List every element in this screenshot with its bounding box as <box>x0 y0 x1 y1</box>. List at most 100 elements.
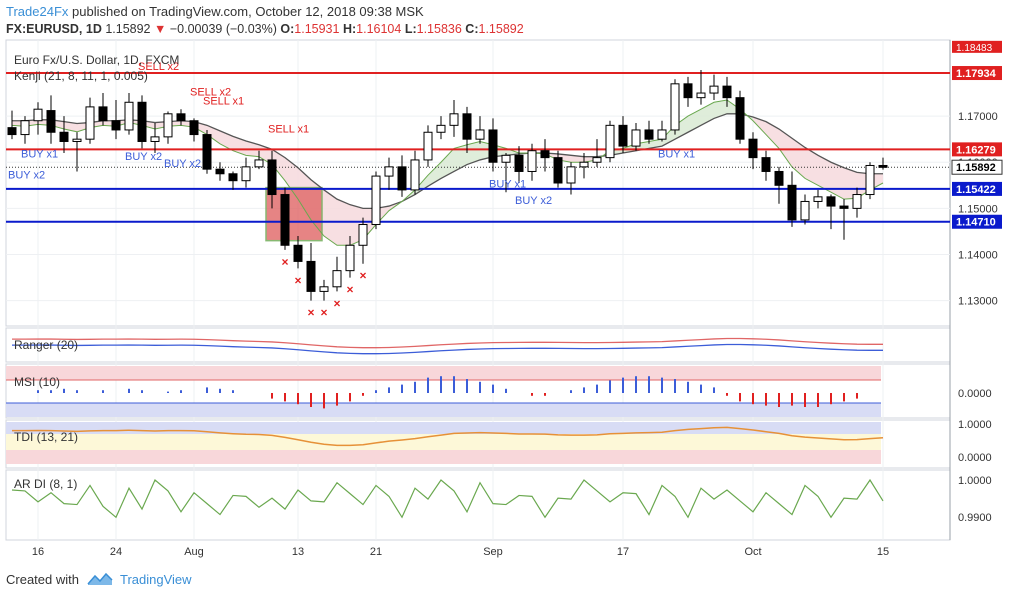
last-price-label: 1.15892 <box>956 162 996 174</box>
candle-body <box>345 244 355 272</box>
cloud-segment <box>662 125 675 147</box>
cloud-segment <box>454 144 467 172</box>
candle-body <box>878 164 888 168</box>
low-value: 1.15836 <box>416 22 462 36</box>
cloud-segment <box>467 141 480 165</box>
x-marker: × <box>281 255 288 269</box>
candle-body <box>722 85 732 99</box>
candle-body <box>774 170 784 186</box>
candle-body <box>384 166 394 177</box>
candle-body <box>605 124 615 159</box>
cloud-segment <box>272 149 285 181</box>
cloud-segment <box>220 130 233 151</box>
x-tick-label: Oct <box>744 546 761 558</box>
last-price: 1.15892 <box>105 22 151 36</box>
candle-body <box>514 154 524 172</box>
signal-label: BUY x1 <box>658 149 695 161</box>
candle-body <box>813 196 823 202</box>
candle-body <box>254 159 264 168</box>
open-value: 1.15931 <box>294 22 340 36</box>
cloud-segment <box>233 136 246 156</box>
high-value: 1.16104 <box>356 22 402 36</box>
publish-line: Trade24Fx published on TradingView.com, … <box>6 4 424 19</box>
candle-body <box>280 194 290 246</box>
level-label: 1.14710 <box>956 217 996 229</box>
candle-body <box>709 85 719 94</box>
candle-body <box>59 131 69 142</box>
publish-info: published on TradingView.com, October 12… <box>72 4 424 19</box>
candle-body <box>306 260 316 292</box>
cloud-segment <box>844 167 857 200</box>
panel-frame <box>5 469 951 541</box>
x-marker: × <box>359 269 366 283</box>
level-label: 1.16279 <box>956 144 996 156</box>
candle-body <box>137 101 147 142</box>
cloud-segment <box>441 148 454 179</box>
candle-body <box>735 97 745 140</box>
candle-body <box>202 134 212 170</box>
x-tick-label: Aug <box>184 546 204 558</box>
candle-body <box>527 150 537 172</box>
tdi-mid-band <box>6 434 881 450</box>
close-label: C: <box>465 22 479 36</box>
msi-axis-label: 0.0000 <box>958 388 992 400</box>
panel-label: MSI (10) <box>14 375 60 389</box>
candle-body <box>839 205 849 209</box>
signal-zone <box>265 186 323 242</box>
candle-body <box>176 113 186 122</box>
signal-label: BUY x2 <box>125 151 162 163</box>
candle-body <box>462 113 472 140</box>
ardi-axis-label: 1.0000 <box>958 475 992 487</box>
panel-label: Ranger (20) <box>14 338 78 352</box>
candle-body <box>553 157 563 184</box>
candle-body <box>761 157 771 172</box>
cloud-segment <box>324 189 337 246</box>
y-tick-label: 1.15000 <box>958 203 998 215</box>
x-marker: × <box>346 283 353 297</box>
panel-frame <box>5 39 951 327</box>
tradingview-link[interactable]: TradingView <box>120 572 192 587</box>
cloud-segment <box>571 155 584 163</box>
candle-body <box>371 175 381 226</box>
open-label: O: <box>280 22 295 36</box>
footer: Created with TradingView <box>6 572 192 589</box>
candle-body <box>592 157 602 163</box>
author-link[interactable]: Trade24Fx <box>6 4 69 19</box>
tradingview-logo-icon <box>87 572 113 589</box>
candle-body <box>72 138 82 142</box>
top-tag <box>952 40 1002 53</box>
level-tag <box>952 66 1002 81</box>
x-tick-label: 13 <box>292 546 304 558</box>
signal-label: SELL x1 <box>203 96 244 108</box>
symbol-line: FX:EURUSD, 1D 1.15892 ▼ −0.00039 (−0.03%… <box>6 22 524 36</box>
candle-body <box>215 168 225 175</box>
candle-body <box>748 138 758 159</box>
top-label: 1.18483 <box>956 43 993 54</box>
x-marker: × <box>294 273 301 287</box>
level-tag <box>952 142 1002 157</box>
x-tick-label: 16 <box>32 546 44 558</box>
candle-body <box>423 131 433 161</box>
signal-label: BUY x1 <box>21 149 58 161</box>
signal-label: SELL x2 <box>138 61 179 73</box>
candle-body <box>501 154 511 163</box>
down-arrow-icon: ▼ <box>154 22 167 36</box>
ranger-upper <box>12 337 883 349</box>
signal-label: SELL x2 <box>190 86 231 98</box>
candle-body <box>670 83 680 131</box>
cloud-segment <box>805 147 818 186</box>
candle-body <box>657 129 667 140</box>
tdi-lower-band <box>6 450 881 464</box>
panel-label: TDI (13, 21) <box>14 430 78 444</box>
low-label: L: <box>404 22 417 36</box>
chart-header: Trade24Fx published on TradingView.com, … <box>0 0 1011 40</box>
signal-label: SELL x1 <box>268 123 309 135</box>
cloud-segment <box>779 129 792 167</box>
ranger-lower <box>12 343 883 355</box>
candle-body <box>46 110 56 133</box>
candle-body <box>644 129 654 140</box>
signal-label: BUY x1 <box>489 179 526 191</box>
tdi-line <box>11 426 884 447</box>
candle-body <box>826 196 836 207</box>
